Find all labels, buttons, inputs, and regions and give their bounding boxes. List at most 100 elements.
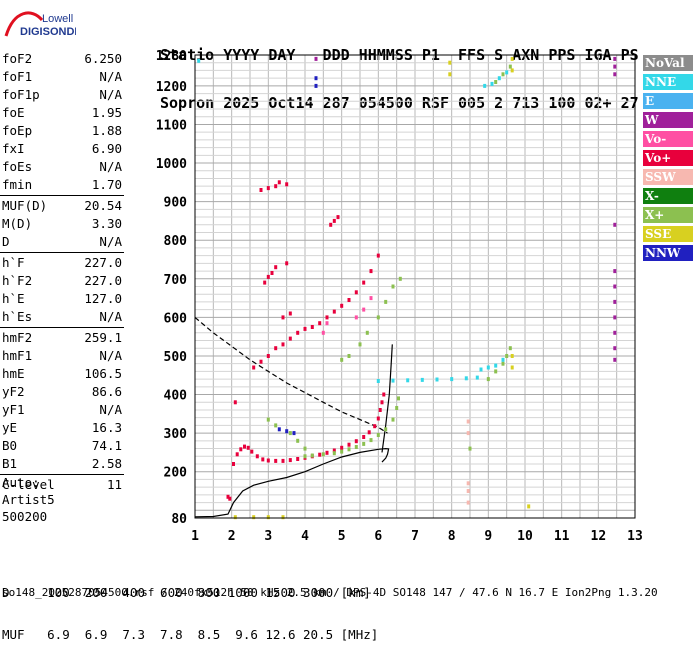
echo-point (369, 296, 373, 301)
echo-point (376, 379, 380, 383)
y-tick-label: 600 (164, 311, 188, 326)
y-tick-label: 700 (164, 273, 188, 288)
param-value: 259.1 (84, 330, 122, 345)
echo-point (508, 64, 512, 69)
echo-point (296, 457, 300, 461)
echo-point (362, 435, 366, 439)
echo-point (266, 354, 270, 358)
echo-point (288, 336, 292, 341)
echo-point (303, 446, 307, 451)
param-label: foF1p (2, 87, 40, 102)
echo-point (347, 447, 351, 452)
legend-item: Vo+ (643, 150, 693, 166)
y-tick-label: 400 (164, 389, 188, 404)
legend-item: W (643, 112, 693, 128)
echo-point (274, 265, 278, 270)
y-tick-label: 200 (164, 466, 188, 481)
param-row: foF1p N/A (0, 86, 124, 104)
echo-point (332, 451, 336, 456)
echo-point (464, 376, 468, 381)
param-value: 227.0 (84, 255, 122, 270)
echo-point (252, 515, 256, 520)
echo-point (243, 444, 246, 449)
echo-point (362, 307, 366, 312)
echo-point (373, 424, 377, 429)
echo-point (303, 454, 307, 459)
echo-point (318, 452, 322, 457)
legend-item: NNE (643, 74, 693, 90)
x-tick-label: 11 (554, 529, 570, 544)
param-value: 86.6 (91, 384, 122, 399)
echo-point (466, 500, 470, 505)
legend-item: SSE (643, 226, 693, 242)
param-group-confidence: C-level 11 (0, 476, 124, 494)
echo-point (391, 284, 395, 289)
echo-point (321, 452, 325, 457)
echo-point (384, 427, 388, 432)
echo-point (501, 72, 505, 77)
x-tick-label: 3 (264, 529, 272, 544)
echo-point (325, 315, 329, 320)
param-row: fxI 6.90 (0, 140, 124, 158)
echo-point (391, 378, 395, 383)
param-row: h`Es N/A (0, 308, 124, 326)
electron-density-profile-line (194, 447, 390, 518)
echo-point (354, 439, 358, 444)
echo-point (448, 60, 452, 65)
legend-item: E (643, 93, 693, 109)
param-row: hmE 106.5 (0, 365, 124, 383)
echo-point (228, 496, 232, 501)
echo-point (613, 284, 617, 289)
echo-point (406, 378, 410, 383)
legend-item: SSW (643, 169, 693, 185)
echo-point (266, 274, 270, 279)
param-value: 20.54 (84, 198, 122, 213)
param-row: yE 16.3 (0, 419, 124, 437)
echo-point (613, 330, 617, 335)
echo-point (332, 448, 336, 453)
param-label: C-level (2, 477, 55, 492)
echo-point (450, 377, 454, 382)
param-value: 16.3 (91, 420, 122, 435)
x-tick-label: 13 (627, 529, 643, 544)
x-tick-label: 8 (448, 529, 456, 544)
muf-row: MUF 6.9 6.9 7.3 7.8 8.5 9.6 12.6 20.5 [M… (2, 627, 379, 642)
echo-point (274, 184, 278, 189)
echo-point (259, 188, 263, 192)
param-row: C-level 11 (0, 476, 124, 494)
echo-point (314, 76, 318, 81)
param-group-muf: MUF(D) 20.54 M(D) 3.30 D N/A (0, 197, 124, 251)
echo-point (266, 515, 270, 520)
echo-point (395, 406, 399, 410)
y-tick-label: 900 (164, 196, 188, 211)
param-value: 227.0 (84, 273, 122, 288)
x-tick-label: 7 (411, 529, 419, 544)
echo-point (510, 56, 514, 61)
polarization-legend: NoVal NNE E W Vo- Vo+ SSW X- X+ SSE NNW (643, 55, 693, 264)
echo-point (501, 357, 505, 362)
param-label: foE (2, 105, 25, 120)
echo-point (494, 369, 498, 374)
echo-point (505, 354, 509, 358)
y-tick-label: 800 (164, 234, 188, 249)
param-label: D (2, 234, 10, 249)
echo-point (332, 309, 336, 314)
echo-point (367, 430, 371, 435)
echo-point (376, 315, 380, 320)
echo-point (340, 445, 344, 450)
echo-point (420, 377, 424, 382)
param-row: foF1 N/A (0, 68, 124, 86)
param-value: 106.5 (84, 366, 122, 381)
param-group-profile: hmF2 259.1 hmF1 N/A hmE 106.5 yF2 86.6 yF1 N/A yE 1… (0, 329, 124, 473)
param-row: foE 1.95 (0, 104, 124, 122)
param-value: N/A (99, 69, 122, 84)
param-value: 127.0 (84, 291, 122, 306)
param-label: h`Es (2, 309, 33, 324)
digisonde-logo: Lowell DIGISONDE (4, 11, 76, 38)
param-row: M(D) 3.30 (0, 215, 124, 233)
echo-point (510, 365, 514, 370)
echo-point (369, 438, 373, 443)
echo-point (494, 80, 498, 84)
echo-point (261, 457, 265, 462)
echo-point (314, 56, 318, 61)
